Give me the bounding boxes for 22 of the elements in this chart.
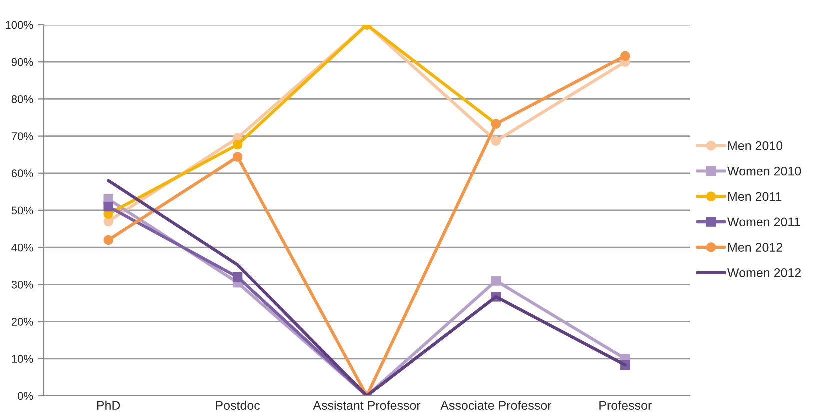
y-tick-label: 100% [6,21,34,30]
legend-label: Women 2012 [728,268,801,278]
y-tick-label: 70% [12,132,34,140]
y-tick-label: 0% [18,392,34,400]
legend-label: Women 2011 [728,218,800,227]
y-tick-label: 80% [12,95,34,104]
x-tick-label: Assistant Professor [313,400,421,410]
x-tick-label: Professor [600,400,652,410]
y-tick-label: 60% [12,170,34,178]
x-tick-label: Postdoc [216,400,260,410]
y-tick-label: 50% [12,206,34,215]
x-tick-label: PhD [97,400,120,410]
legend-label: Men 2012 [728,243,782,252]
y-tick-label: 10% [12,355,34,364]
y-tick-label: 40% [12,244,34,252]
x-tick-label: Associate Professor [440,400,552,410]
legend-label: Men 2010 [728,142,783,150]
legend-label: Men 2011 [728,192,782,202]
y-tick-label: 20% [12,318,34,326]
y-tick-label: 30% [12,280,34,289]
y-tick-label: 90% [12,58,34,66]
legend-label: Women 2010 [728,166,802,176]
